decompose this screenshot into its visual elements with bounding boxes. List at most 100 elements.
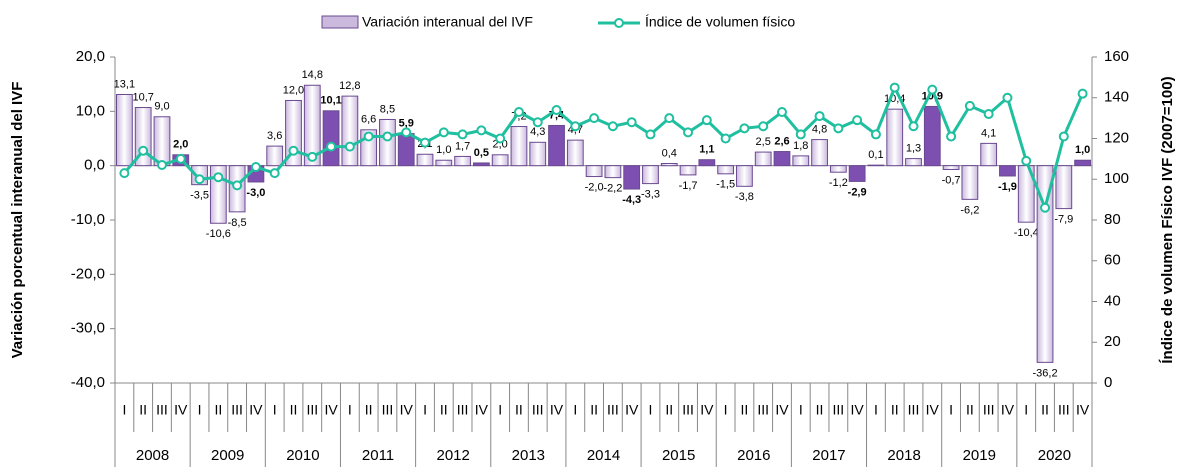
bar bbox=[623, 165, 641, 190]
x-tick-label: IV bbox=[700, 402, 714, 418]
data-label: 2,0 bbox=[173, 139, 188, 151]
year-label: 2011 bbox=[362, 447, 394, 464]
data-label: -3,8 bbox=[735, 191, 754, 203]
line-marker bbox=[589, 113, 600, 124]
line-marker bbox=[513, 107, 524, 118]
data-label: 12,0 bbox=[283, 84, 304, 96]
x-tick-label: IV bbox=[625, 402, 639, 418]
bar bbox=[867, 164, 885, 167]
x-tick-label: IV bbox=[174, 402, 188, 418]
line-marker bbox=[138, 145, 149, 156]
x-tick-label: I bbox=[198, 402, 202, 418]
bar bbox=[454, 155, 471, 167]
data-label: -3,5 bbox=[190, 190, 209, 202]
x-tick-label: IV bbox=[1001, 402, 1015, 418]
bar bbox=[379, 118, 396, 167]
y-tick-label: -20,0 bbox=[71, 265, 105, 282]
x-tick-label: IV bbox=[249, 402, 263, 418]
year-label: 2020 bbox=[1038, 447, 1071, 464]
y2-tick-label: 100 bbox=[1104, 170, 1129, 187]
line-marker bbox=[194, 174, 205, 185]
line-marker bbox=[476, 125, 487, 136]
year-label: 2019 bbox=[963, 447, 996, 464]
x-tick-label: I bbox=[949, 402, 953, 418]
y2-axis-title: Índice de volumen Físico IVF (2007=100) bbox=[1159, 76, 1176, 363]
data-label: 1,0 bbox=[1075, 144, 1090, 156]
x-tick-label: II bbox=[440, 402, 448, 418]
line-marker bbox=[420, 137, 431, 148]
line-marker bbox=[1040, 202, 1051, 213]
bar bbox=[585, 165, 603, 178]
x-tick-label: II bbox=[1041, 402, 1049, 418]
y2-tick-label: 60 bbox=[1104, 252, 1121, 269]
bar bbox=[660, 162, 678, 167]
bar bbox=[886, 108, 904, 167]
line-marker bbox=[382, 131, 393, 142]
year-label: 2017 bbox=[812, 447, 845, 464]
x-tick-label: IV bbox=[1076, 402, 1090, 418]
line-marker bbox=[814, 111, 825, 122]
data-label: 0,5 bbox=[474, 147, 489, 159]
data-label: -1,7 bbox=[679, 180, 698, 192]
line-marker bbox=[1021, 155, 1032, 166]
data-label: 1,3 bbox=[906, 143, 921, 155]
line-marker bbox=[156, 159, 167, 170]
year-label: 2014 bbox=[587, 447, 620, 464]
bar bbox=[491, 154, 509, 167]
data-label: 0,1 bbox=[868, 149, 883, 161]
bar bbox=[942, 165, 960, 170]
line-marker bbox=[457, 129, 468, 140]
x-tick-label: II bbox=[365, 402, 373, 418]
year-label: 2013 bbox=[512, 447, 545, 464]
bar bbox=[397, 133, 415, 167]
x-tick-label: I bbox=[498, 402, 502, 418]
x-tick-label: II bbox=[214, 402, 222, 418]
x-tick-label: I bbox=[724, 402, 728, 418]
bar bbox=[736, 165, 753, 187]
x-tick-label: II bbox=[590, 402, 598, 418]
x-tick-label: II bbox=[741, 402, 749, 418]
data-label: 2,6 bbox=[774, 135, 789, 147]
data-label: 5,9 bbox=[399, 118, 414, 130]
line-marker bbox=[795, 129, 806, 140]
data-label: 4,1 bbox=[981, 127, 996, 139]
y-axis-title: Variación porcentual interanual del IVF bbox=[9, 82, 26, 359]
y2-tick-label: 160 bbox=[1104, 48, 1129, 65]
x-tick-label: III bbox=[156, 402, 168, 418]
bar bbox=[642, 165, 659, 185]
data-label: 0,4 bbox=[662, 147, 677, 159]
bar bbox=[153, 116, 171, 167]
x-tick-label: III bbox=[231, 402, 243, 418]
line-marker bbox=[532, 117, 543, 128]
data-label: 1,7 bbox=[455, 140, 470, 152]
data-label: 10,1 bbox=[320, 95, 341, 107]
x-tick-label: I bbox=[799, 402, 803, 418]
line-marker bbox=[664, 113, 675, 124]
data-label: -36,2 bbox=[1032, 367, 1057, 379]
data-label: 3,6 bbox=[267, 130, 282, 142]
data-label: -1,2 bbox=[829, 177, 848, 189]
y-tick-label: -40,0 bbox=[71, 374, 105, 391]
line-marker bbox=[326, 141, 337, 152]
line-marker bbox=[213, 172, 224, 183]
bar bbox=[472, 162, 490, 167]
line-marker bbox=[570, 121, 581, 132]
line-marker bbox=[852, 115, 863, 126]
line-marker bbox=[964, 100, 975, 111]
bar bbox=[322, 110, 340, 167]
line-marker bbox=[250, 162, 261, 173]
y2-tick-label: 40 bbox=[1104, 292, 1121, 309]
x-tick-label: IV bbox=[926, 402, 940, 418]
line-marker bbox=[908, 121, 919, 132]
bar bbox=[999, 165, 1016, 177]
data-label: -0,7 bbox=[942, 174, 961, 186]
x-tick-label: II bbox=[816, 402, 824, 418]
line-marker bbox=[344, 141, 355, 152]
x-tick-label: II bbox=[891, 402, 899, 418]
y2-tick-label: 140 bbox=[1104, 89, 1129, 106]
year-label: 2012 bbox=[437, 447, 470, 464]
data-label: -6,2 bbox=[960, 204, 979, 216]
x-tick-label: I bbox=[122, 402, 126, 418]
bar bbox=[792, 155, 810, 167]
